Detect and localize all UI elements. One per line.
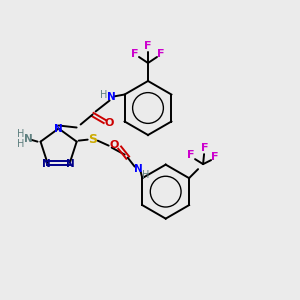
Text: N: N — [24, 134, 33, 144]
Text: N: N — [54, 124, 63, 134]
Text: F: F — [157, 49, 165, 59]
Text: H: H — [142, 169, 149, 180]
Text: N: N — [134, 164, 143, 174]
Text: H: H — [17, 129, 24, 139]
Text: F: F — [211, 152, 219, 162]
Text: F: F — [187, 150, 195, 160]
Text: F: F — [201, 143, 209, 153]
Text: N: N — [42, 159, 51, 169]
Text: S: S — [88, 133, 97, 146]
Text: H: H — [17, 139, 24, 148]
Text: N: N — [66, 159, 75, 169]
Text: F: F — [131, 49, 139, 59]
Text: F: F — [144, 41, 152, 51]
Text: N: N — [107, 92, 116, 103]
Text: O: O — [110, 140, 119, 150]
Text: O: O — [105, 118, 114, 128]
Text: H: H — [100, 91, 107, 100]
